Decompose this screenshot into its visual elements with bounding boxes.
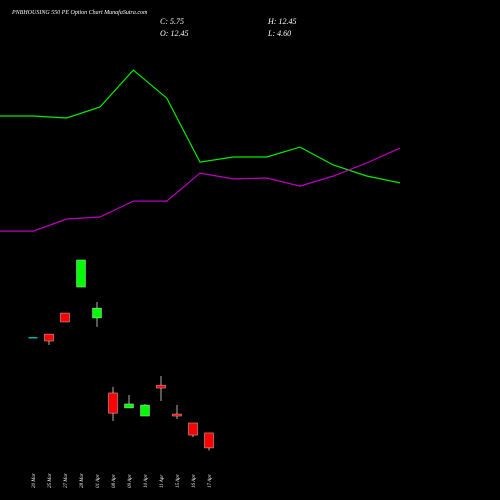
candle-body bbox=[92, 307, 102, 319]
candle-body bbox=[28, 336, 38, 339]
chart-title: PNBHOUSING 550 PE Option Chart MunafaSut… bbox=[11, 9, 148, 16]
x-tick-label: 25 Mar bbox=[48, 473, 53, 488]
candle-body bbox=[172, 413, 182, 417]
candle-body bbox=[188, 422, 198, 436]
x-tick-label: 11 Apr bbox=[160, 475, 165, 488]
candle-body bbox=[124, 403, 134, 409]
candle-body bbox=[140, 404, 150, 417]
info-close: C: 5.75 bbox=[160, 17, 184, 26]
x-tick-label: 08 Apr bbox=[112, 474, 117, 488]
x-tick-label: 01 Apr bbox=[96, 474, 101, 488]
x-tick-label: 28 Mar bbox=[80, 473, 85, 488]
x-tick-label: 20 Mar bbox=[32, 473, 37, 488]
x-tick-label: 15 Apr bbox=[176, 474, 181, 488]
line bbox=[0, 69, 401, 184]
candle-body bbox=[44, 333, 54, 342]
x-tick-label: 27 Mar bbox=[64, 473, 69, 488]
candle-body bbox=[76, 259, 86, 288]
candle-body bbox=[204, 432, 214, 449]
x-tick-label: 17 Apr bbox=[208, 474, 213, 488]
info-open: O: 12.45 bbox=[160, 29, 188, 38]
info-low: L: 4.60 bbox=[267, 29, 291, 38]
candle-body bbox=[156, 384, 166, 389]
x-tick-label: 09 Apr bbox=[128, 474, 133, 488]
x-tick-label: 10 Apr bbox=[144, 474, 149, 488]
x-tick-label: 16 Apr bbox=[192, 474, 197, 488]
candle-body bbox=[108, 392, 118, 414]
candle-body bbox=[60, 312, 70, 323]
line bbox=[0, 147, 401, 232]
info-high: H: 12.45 bbox=[267, 17, 296, 26]
